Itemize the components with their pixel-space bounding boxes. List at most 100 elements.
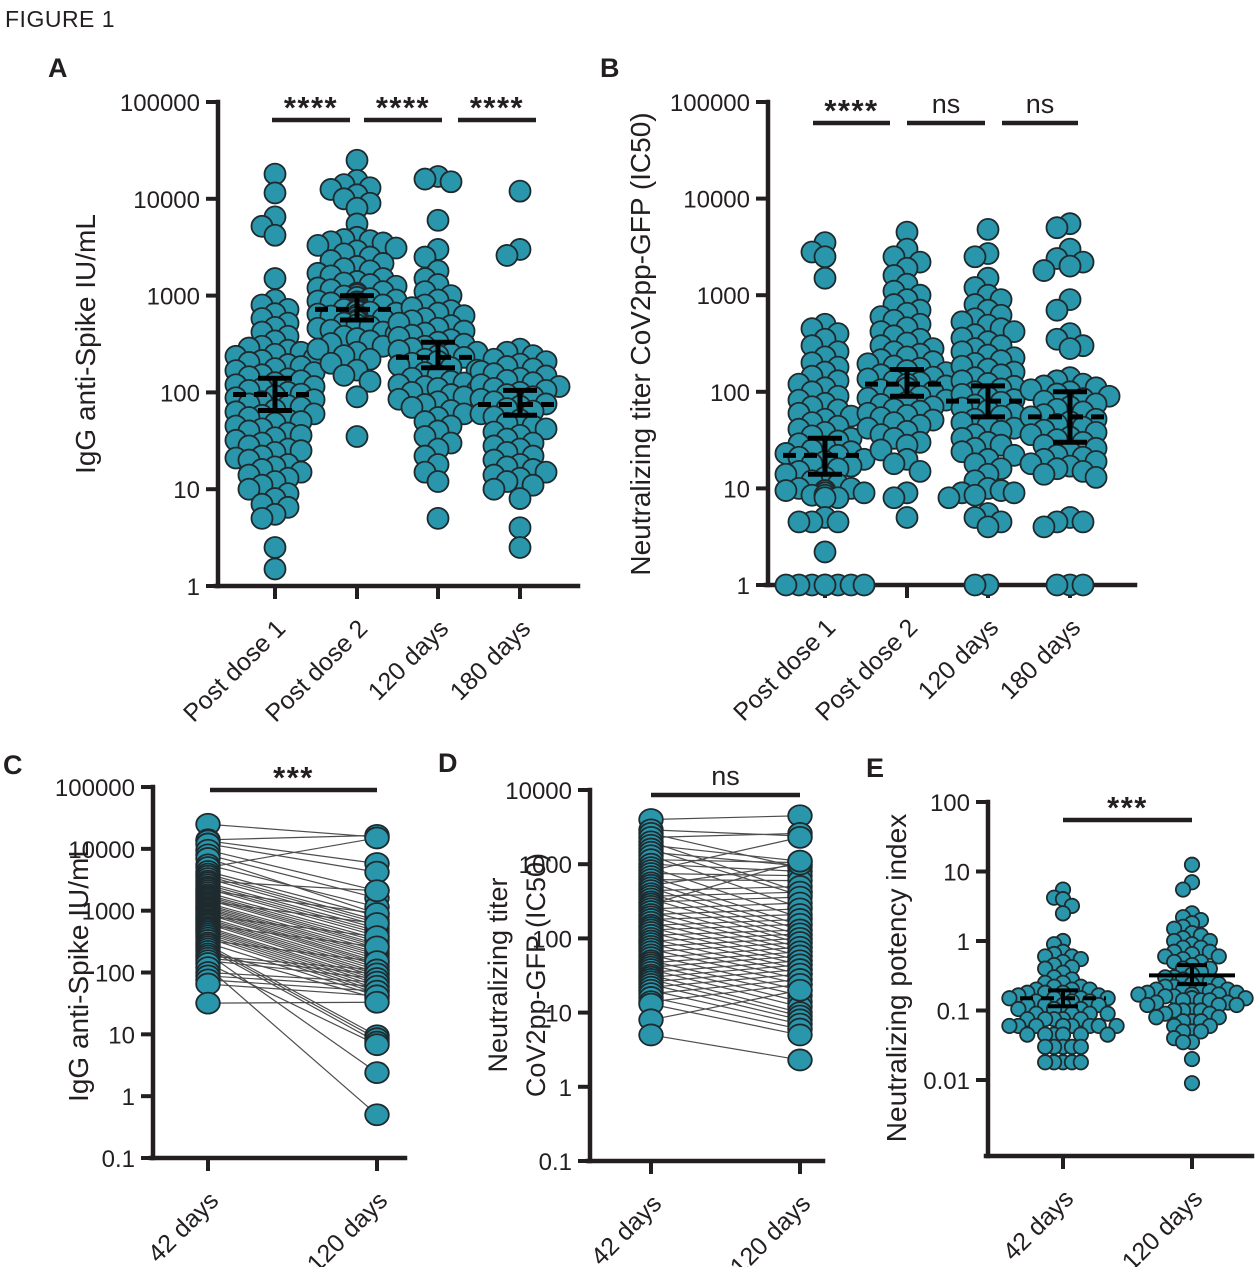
y-tick-label: 10	[723, 476, 750, 503]
error-bar	[396, 339, 480, 371]
pair-line	[207, 905, 378, 956]
data-point	[1071, 573, 1095, 597]
pair-line	[650, 829, 801, 837]
pair-line	[207, 875, 378, 924]
data-point	[1045, 216, 1069, 240]
data-point	[1072, 1038, 1089, 1055]
pair-line	[650, 896, 801, 903]
data-point	[345, 425, 369, 448]
data-point	[1054, 905, 1072, 922]
significance-label: ****	[470, 90, 524, 125]
pair-line	[207, 967, 378, 1116]
data-point	[787, 1023, 813, 1047]
data-point	[426, 208, 450, 232]
panel-label-a: A	[48, 53, 68, 83]
pair-line	[207, 948, 378, 1043]
data-point	[306, 234, 330, 257]
pair-line	[650, 960, 801, 997]
data-point	[250, 506, 274, 530]
pair-line	[650, 879, 801, 882]
pair-line	[650, 941, 801, 953]
data-point	[439, 170, 463, 194]
pair-line	[650, 968, 801, 983]
pair-line	[650, 931, 801, 971]
significance-label: ****	[376, 90, 430, 125]
y-axis-label-line2: CoV2pp-GFP (IC50)	[521, 853, 551, 1097]
pair-line	[207, 915, 378, 938]
pair-line	[207, 913, 378, 967]
y-tick-label: 1	[187, 574, 200, 601]
pair-line	[650, 836, 801, 872]
data-point	[400, 395, 424, 419]
y-tick-label: 1	[122, 1084, 135, 1111]
pair-line	[650, 989, 801, 1021]
panel-c: *** 100000 10000 1000 100 10 1 0.1 42 days 120 da…	[55, 760, 408, 1267]
pair-line	[650, 946, 801, 959]
data-point	[1183, 1050, 1201, 1068]
pair-line	[207, 912, 378, 965]
y-tick-label: 1	[559, 1075, 572, 1102]
pair-line	[207, 931, 378, 987]
data-point	[976, 217, 1000, 241]
axes	[983, 799, 1255, 1159]
data-point	[263, 181, 287, 205]
pair-line	[650, 841, 801, 893]
y-tick-label: 10000	[133, 187, 200, 214]
significance-marker: ****	[272, 90, 350, 125]
pair-line	[650, 815, 801, 821]
significance-marker: ***	[1063, 790, 1192, 825]
data-point	[364, 1033, 390, 1057]
significance-marker: ns	[651, 761, 800, 798]
pair-line	[207, 939, 378, 963]
data-point	[787, 510, 811, 534]
significance-label: ***	[273, 760, 314, 795]
pair-line	[207, 924, 378, 948]
y-axis-label: Neutralizing titer	[483, 877, 513, 1072]
data-point	[1019, 1026, 1036, 1043]
data-point	[495, 244, 519, 267]
data-point	[426, 506, 450, 530]
pair-line	[207, 983, 378, 997]
y-axis-label: Neutralizing potency index	[881, 814, 912, 1142]
x-tick-label: 42 days	[143, 1186, 225, 1267]
y-tick-label: 10	[108, 1022, 135, 1049]
pair-line	[207, 928, 378, 982]
panel-label-b: B	[600, 53, 620, 83]
y-tick-label: 1	[737, 573, 750, 600]
pair-line	[207, 843, 378, 873]
pair-line	[207, 929, 378, 985]
y-tick-label: 0.1	[937, 999, 970, 1026]
pair-line	[207, 849, 378, 892]
pair-line	[650, 960, 801, 973]
pair-line	[650, 885, 801, 892]
pair-line	[650, 832, 801, 838]
data-point	[508, 536, 532, 559]
pair-line	[207, 960, 378, 980]
data-point	[534, 417, 558, 441]
pair-lines	[207, 823, 378, 1116]
x-tick-label: 120 days	[302, 1186, 394, 1267]
data-point	[1002, 320, 1026, 343]
y-axis-label: Neutralizing titer CoV2pp-GFP (IC50)	[625, 112, 656, 575]
data-point	[508, 487, 532, 510]
pair-line	[207, 892, 378, 940]
x-tick-label: 180 days	[445, 614, 537, 706]
pair-line	[207, 823, 378, 838]
data-points	[195, 812, 390, 1127]
data-point	[963, 483, 987, 507]
pair-line	[650, 898, 801, 945]
data-point	[364, 1061, 390, 1085]
pair-line	[207, 904, 378, 954]
pair-line	[650, 978, 801, 995]
data-point	[1072, 1054, 1089, 1071]
y-tick-label: 1000	[147, 284, 200, 311]
data-point	[1183, 1075, 1201, 1092]
pair-lines	[650, 815, 801, 1061]
data-point	[852, 481, 876, 505]
significance-marker: ****	[364, 90, 442, 125]
pair-line	[207, 921, 378, 976]
data-point	[482, 477, 506, 501]
y-tick-label: 100000	[670, 90, 750, 117]
pair-line	[650, 913, 801, 921]
